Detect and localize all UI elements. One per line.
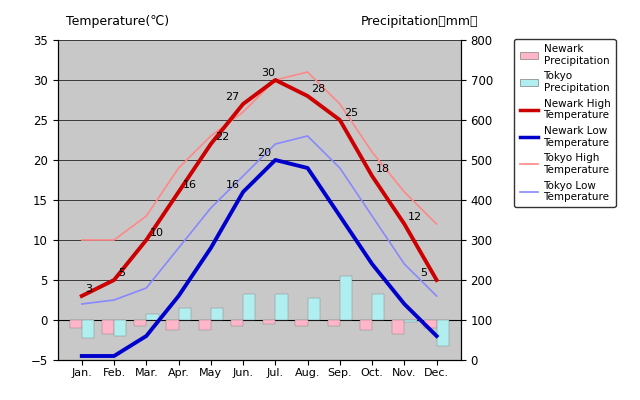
- Legend: Newark
Precipitation, Tokyo
Precipitation, Newark High
Temperature, Newark Low
T: Newark Precipitation, Tokyo Precipitatio…: [515, 39, 616, 208]
- Bar: [328, 320, 340, 326]
- Text: Precipitation（mm）: Precipitation（mm）: [361, 15, 479, 28]
- Text: 28: 28: [312, 84, 326, 94]
- Text: 12: 12: [408, 212, 422, 222]
- Bar: [82, 320, 94, 338]
- Bar: [198, 320, 211, 330]
- Bar: [243, 294, 255, 320]
- Bar: [275, 294, 287, 320]
- Text: 16: 16: [225, 180, 239, 190]
- Bar: [424, 320, 436, 328]
- Bar: [102, 320, 114, 334]
- Bar: [404, 320, 417, 322]
- Text: 30: 30: [261, 68, 275, 78]
- Text: 22: 22: [214, 132, 229, 142]
- Bar: [70, 320, 82, 328]
- Bar: [166, 320, 179, 330]
- Text: 3: 3: [86, 284, 93, 294]
- Text: 18: 18: [376, 164, 390, 174]
- Text: 27: 27: [225, 92, 239, 102]
- Bar: [114, 320, 126, 336]
- Text: 10: 10: [150, 228, 164, 238]
- Text: 16: 16: [182, 180, 196, 190]
- Bar: [436, 320, 449, 346]
- Bar: [134, 320, 147, 326]
- Bar: [263, 320, 275, 324]
- Bar: [308, 298, 320, 320]
- Text: Temperature(℃): Temperature(℃): [66, 15, 169, 28]
- Bar: [360, 320, 372, 330]
- Bar: [231, 320, 243, 326]
- Bar: [392, 320, 404, 334]
- Text: 25: 25: [344, 108, 358, 118]
- Bar: [147, 314, 159, 320]
- Bar: [211, 308, 223, 320]
- Bar: [179, 308, 191, 320]
- Bar: [340, 276, 352, 320]
- Bar: [372, 294, 385, 320]
- Text: 20: 20: [257, 148, 272, 158]
- Text: 5: 5: [420, 268, 428, 278]
- Text: 5: 5: [118, 268, 125, 278]
- Bar: [295, 320, 308, 326]
